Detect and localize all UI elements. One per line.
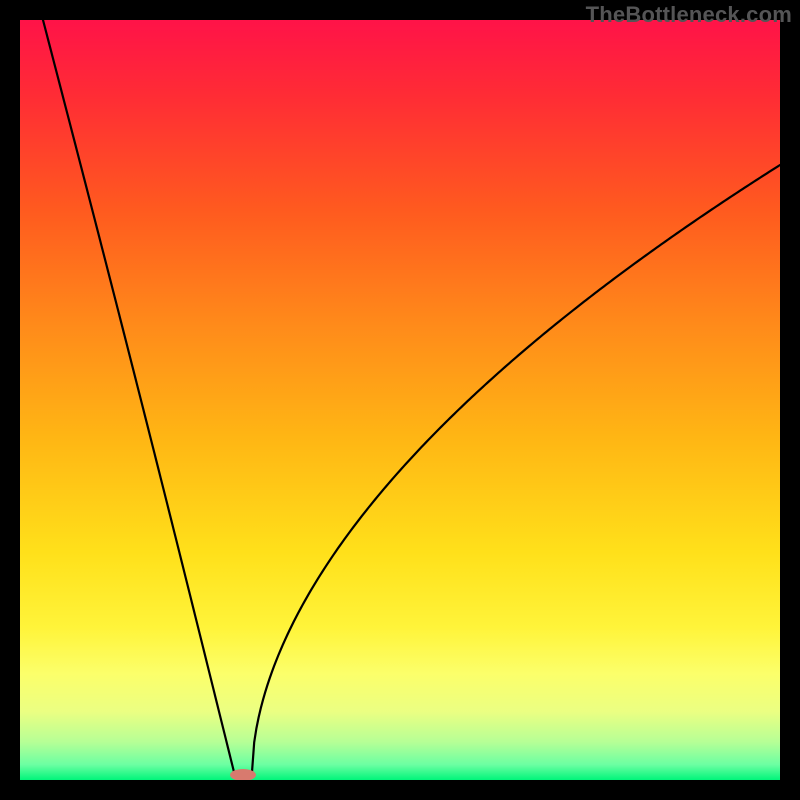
curve-left-branch (43, 20, 234, 772)
curve-layer (20, 20, 780, 780)
watermark-text: TheBottleneck.com (586, 2, 792, 28)
curve-right-branch (252, 165, 780, 772)
plot-area (20, 20, 780, 780)
chart-frame: TheBottleneck.com (0, 0, 800, 800)
